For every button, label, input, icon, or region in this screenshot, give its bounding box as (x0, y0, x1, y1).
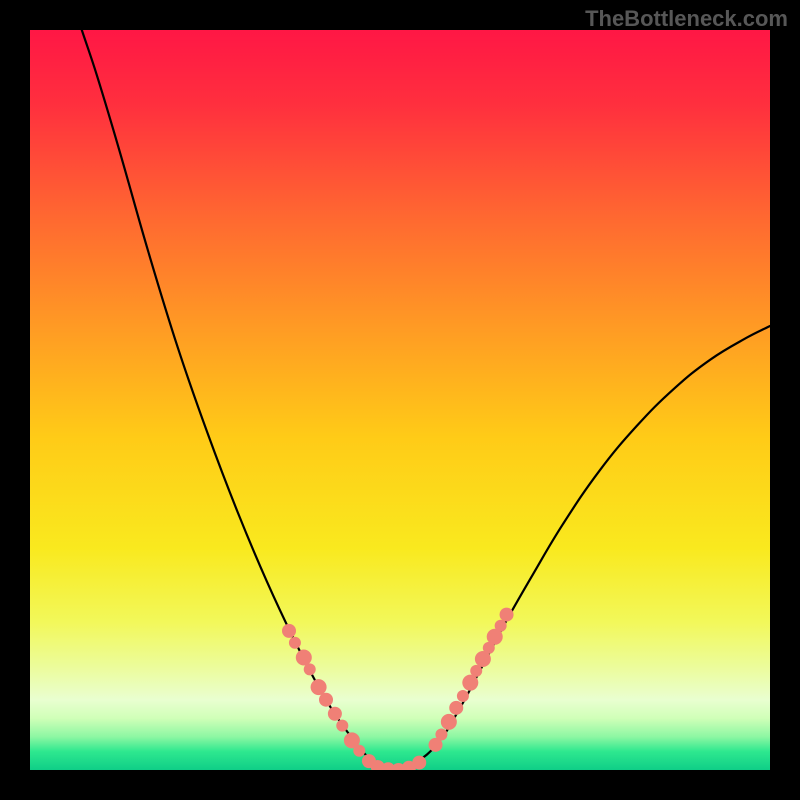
data-marker (328, 707, 342, 721)
data-marker (304, 663, 316, 675)
gradient-background (30, 30, 770, 770)
data-marker (412, 756, 426, 770)
data-marker (311, 679, 327, 695)
data-marker (495, 620, 507, 632)
data-marker (289, 637, 301, 649)
chart-frame: TheBottleneck.com (0, 0, 800, 800)
chart-svg (30, 30, 770, 770)
data-marker (500, 608, 514, 622)
data-marker (435, 728, 447, 740)
plot-area (30, 30, 770, 770)
data-marker (462, 675, 478, 691)
data-marker (353, 745, 365, 757)
data-marker (470, 665, 482, 677)
data-marker (449, 701, 463, 715)
watermark-text: TheBottleneck.com (585, 6, 788, 32)
data-marker (336, 720, 348, 732)
data-marker (441, 714, 457, 730)
data-marker (457, 690, 469, 702)
data-marker (296, 650, 312, 666)
data-marker (319, 693, 333, 707)
data-marker (282, 624, 296, 638)
